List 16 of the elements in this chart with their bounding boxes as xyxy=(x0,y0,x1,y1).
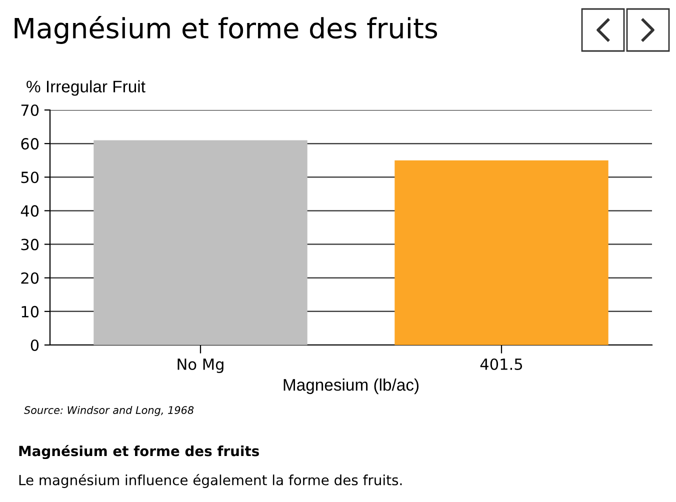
y-tick-label: 60 xyxy=(21,138,39,150)
y-tick-label: 0 xyxy=(30,339,39,352)
text: Magnésium et forme des fruits xyxy=(19,444,259,460)
x-tick-label: No Mg xyxy=(178,358,224,373)
text: Le magnésium influence également la forme des fruits. xyxy=(19,474,402,488)
chart-title: Magnésium et forme des fruits xyxy=(14,16,438,44)
y-tick-label: 10 xyxy=(22,306,39,318)
x-axis-title: Magnesium (lb/ac) xyxy=(284,378,419,394)
y-axis-title: % Irregular Fruit xyxy=(26,80,146,96)
source-note: Source: Windsor and Long, 1968 xyxy=(24,406,194,416)
y-tick-label: 40 xyxy=(20,205,39,217)
y-tick-label: 70 xyxy=(21,104,39,116)
y-tick-label: 50 xyxy=(21,172,39,184)
x-tick-label: 401.5 xyxy=(480,358,522,370)
y-tick-label: 20 xyxy=(21,272,39,284)
y-tick-label: 30 xyxy=(21,238,39,250)
